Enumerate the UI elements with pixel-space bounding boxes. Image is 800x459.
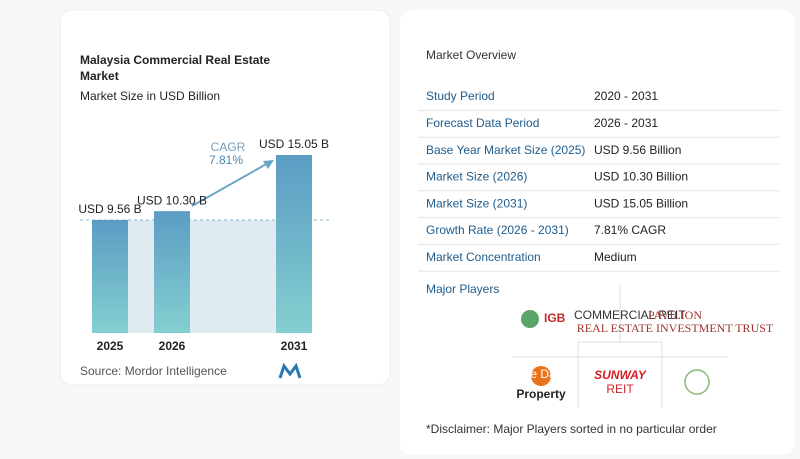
row-value: 2020 - 2031 [594,89,658,103]
chart-subtitle: Market Size in USD Billion [80,89,220,103]
row-value: USD 9.56 Billion [594,143,681,157]
overview-title: Market Overview [426,48,516,62]
sime-logo: Sime Darby [510,367,573,381]
row-value: USD 15.05 Billion [594,196,688,210]
chart-title: Malaysia Commercial Real Estate Market [80,53,273,83]
row-label: Forecast Data Period [426,116,539,130]
value-label: USD 9.56 B [78,202,141,216]
overview-card [400,10,795,455]
source: Source: Mordor Intelligence [80,364,227,378]
row-label: Market Size (2026) [426,170,527,184]
sunway-sub: REIT [606,382,634,396]
igb-sub: COMMERCIAL REIT [574,308,686,322]
row-value: 7.81% CAGR [594,223,666,237]
disclaimer: *Disclaimer: Major Players sorted in no … [426,422,717,436]
x-tick-label: 2025 [97,339,124,353]
cagr-value: 7.81% [209,153,243,167]
bar [154,211,190,333]
player-logo [684,369,710,395]
value-label: USD 15.05 B [259,137,329,151]
pavilion-sub: REAL ESTATE INVESTMENT TRUST [577,321,774,335]
sime-logo-mark [531,366,551,386]
value-label: USD 10.30 B [137,193,207,207]
row-label: Market Size (2031) [426,196,527,210]
bars: USD 9.56 B 2025 USD 10.30 B 2026 USD 15.05 B… [78,137,329,353]
row-label: Market Concentration [426,250,541,264]
pavilion-logo: PAVILION [648,308,702,322]
bar [92,219,128,333]
row-label: Study Period [426,89,495,103]
cagr-arrow [191,161,271,207]
shaded-area [128,220,276,333]
igb-logo: IGB [544,311,566,325]
igb-logo-mark [521,310,539,328]
overview-table: Study Period 2020 - 2031 Forecast Data Per… [418,89,780,272]
players-title: Major Players [426,282,499,296]
row-value: 2026 - 2031 [594,116,658,130]
arrow-head [263,160,274,169]
x-tick-label: 2026 [159,339,186,353]
bar [276,155,312,333]
x-tick-label: 2031 [281,339,308,353]
row-value: Medium [594,250,637,264]
sime-sub: Property [516,387,566,401]
sunway-logo: SUNWAY [594,368,647,382]
source-logo [278,362,302,379]
cagr-label: CAGR [211,140,246,154]
row-label: Growth Rate (2026 - 2031) [426,223,569,237]
row-label: Base Year Market Size (2025) [426,143,585,157]
chart-title-line: Malaysia Commercial Real Estate [80,53,270,67]
chart-title-line: Market [80,69,119,83]
row-value: USD 10.30 Billion [594,170,688,184]
